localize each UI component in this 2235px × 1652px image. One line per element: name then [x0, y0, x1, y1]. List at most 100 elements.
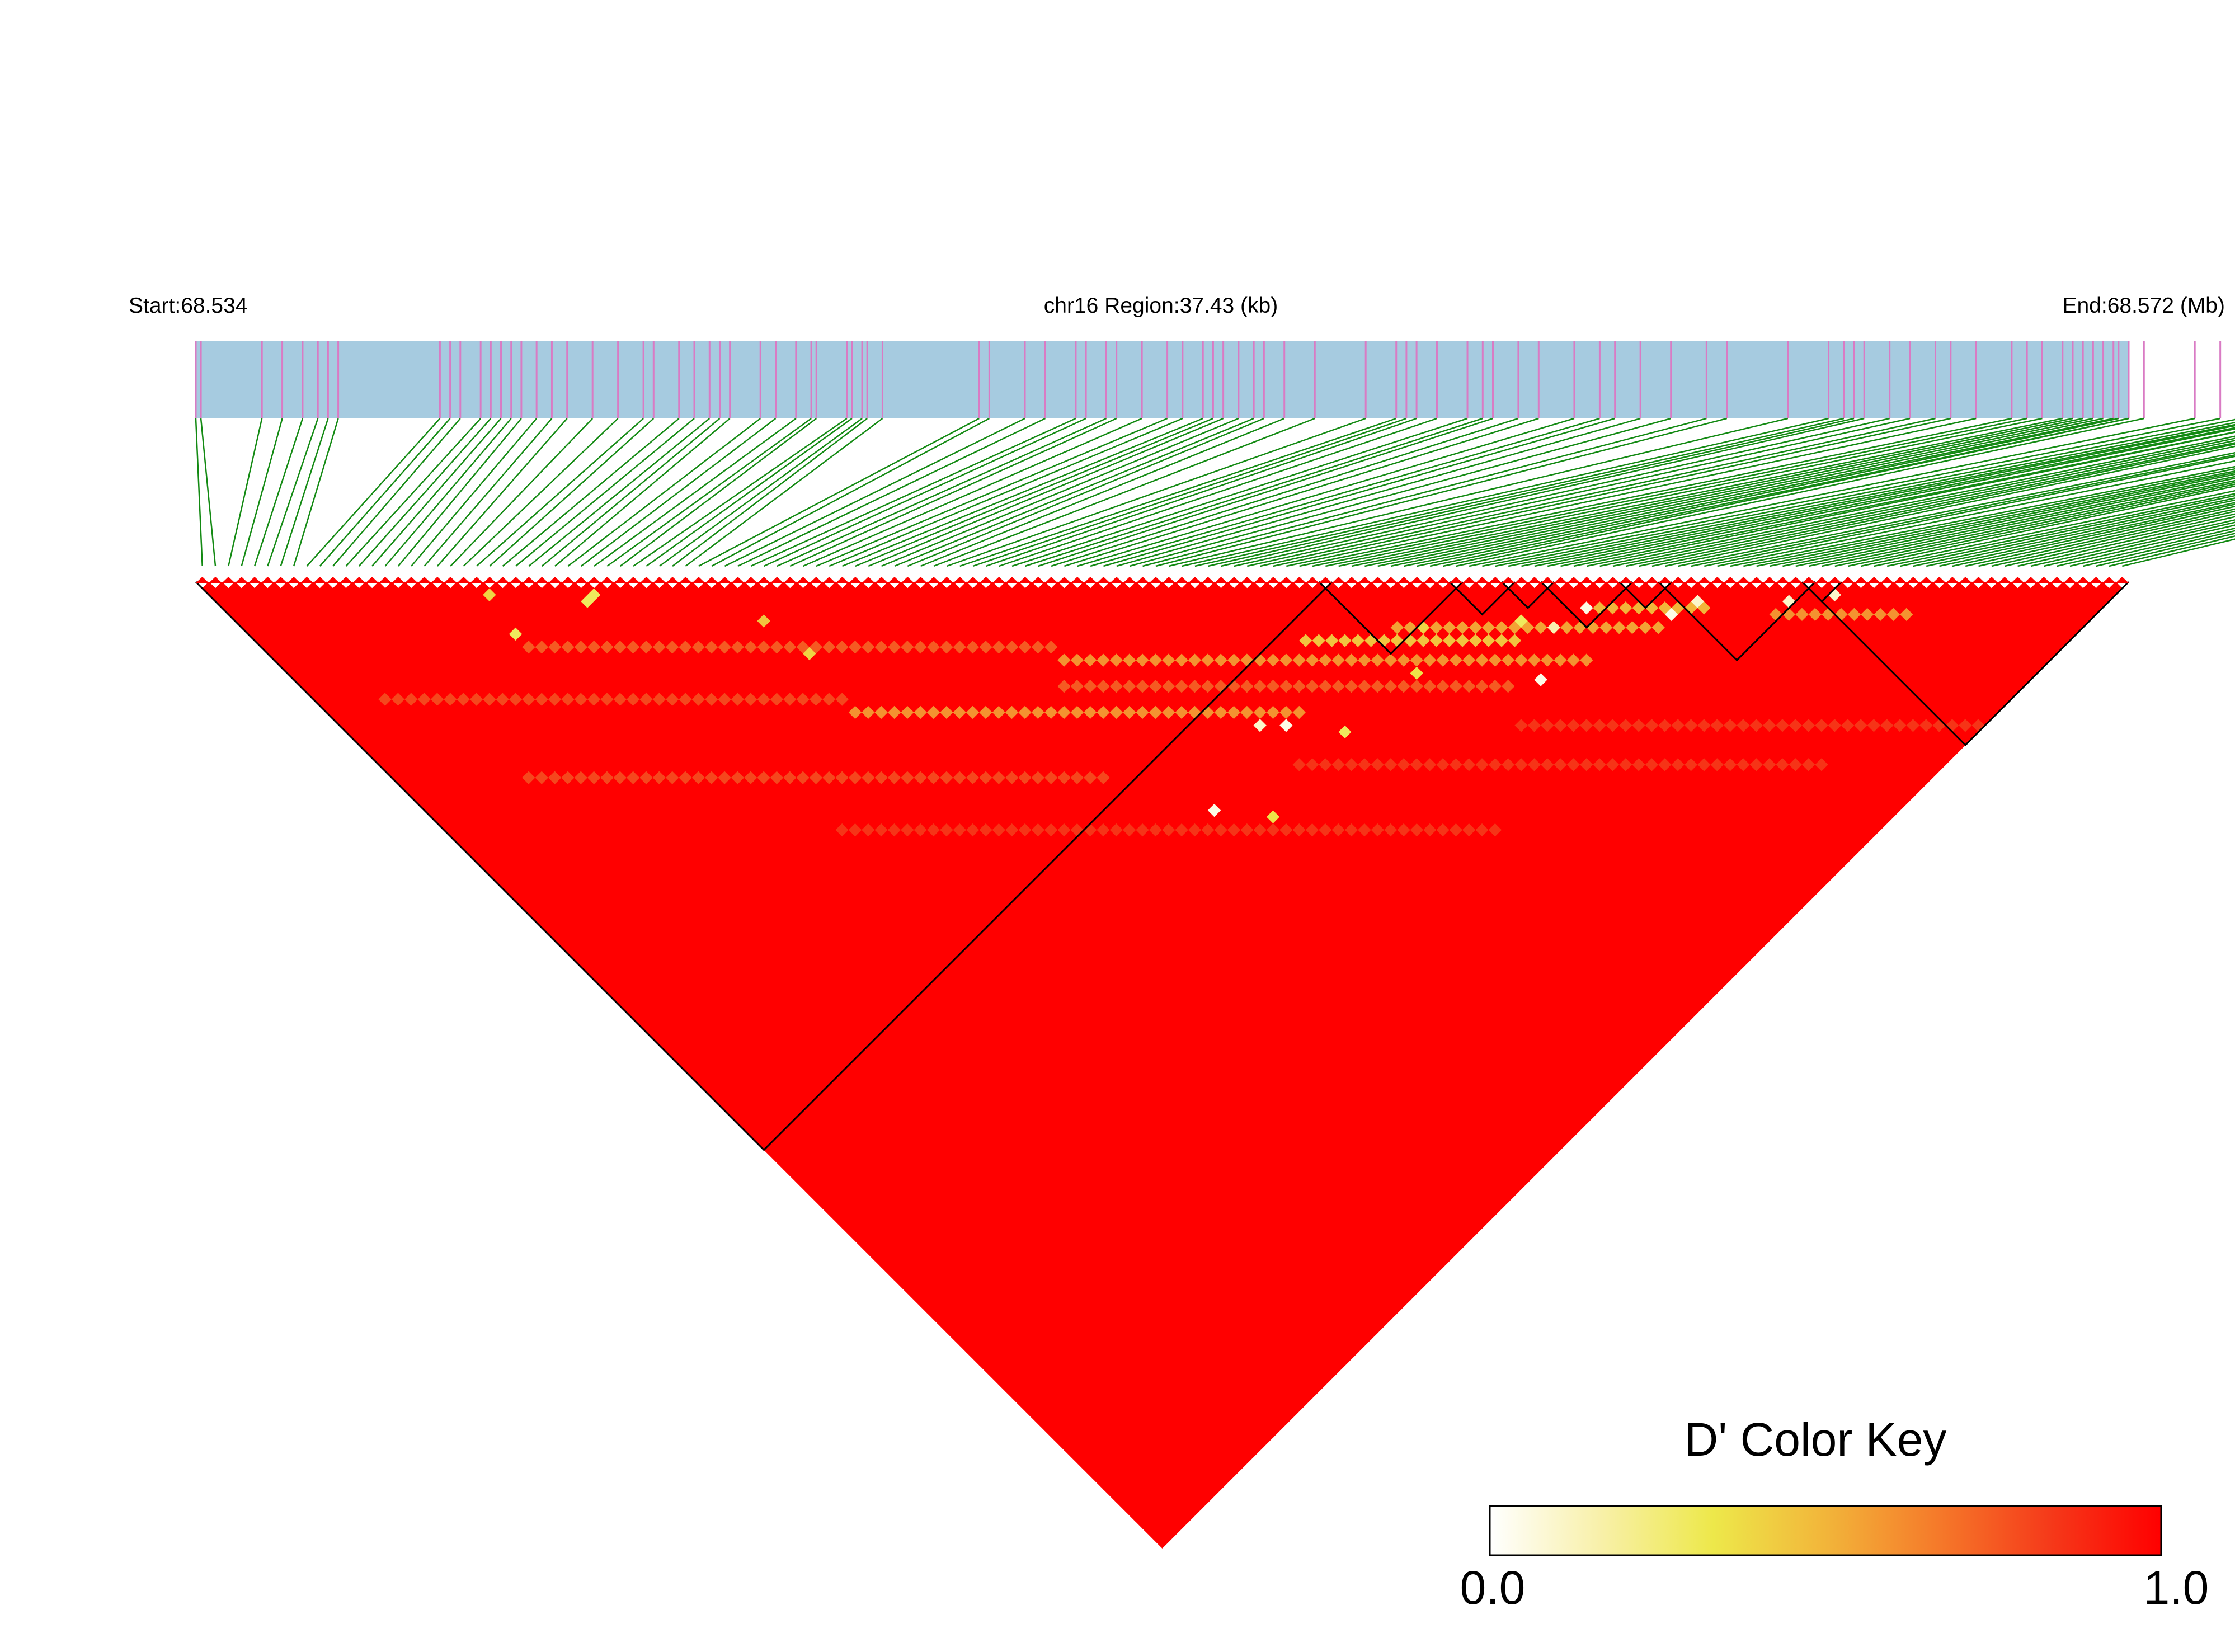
ld-cell [594, 947, 608, 961]
ld-cell [1116, 1482, 1130, 1496]
ld-cell [606, 921, 621, 935]
ld-cell [319, 633, 333, 648]
ld-cell [705, 967, 719, 981]
ld-cell [502, 790, 516, 804]
ld-cell [319, 686, 333, 700]
ld-cell [326, 693, 340, 707]
ld-cell [483, 771, 497, 785]
ld-cell [391, 679, 405, 693]
ld-cell [339, 640, 353, 654]
ld-cell [496, 810, 510, 824]
ld-cell [835, 1136, 849, 1150]
ld-cell [411, 725, 425, 739]
ld-cell [496, 862, 510, 876]
ld-cell [835, 1097, 849, 1111]
ld-cell [848, 1150, 862, 1164]
ld-cell [1162, 1528, 1176, 1542]
ld-cell [1090, 1404, 1104, 1418]
ld-cell [606, 973, 621, 987]
ld-cell [933, 1234, 947, 1248]
ld-cell [1005, 1293, 1019, 1307]
ld-cell [789, 1104, 803, 1118]
ld-cell [326, 640, 340, 654]
ld-cell [764, 1038, 778, 1052]
ld-cell [679, 1006, 693, 1020]
ld-cell [874, 1175, 888, 1189]
ld-cell [764, 1130, 778, 1144]
ld-cell [620, 986, 634, 1000]
ld-cell [502, 803, 516, 817]
ld-cell [483, 745, 497, 759]
ld-cell [411, 777, 425, 791]
ld-cell [789, 1091, 803, 1105]
ld-cell [933, 1312, 947, 1327]
ld-cell [1103, 1470, 1117, 1484]
ld-cell [1018, 1345, 1032, 1359]
ld-cell [496, 784, 510, 798]
ld-cell [489, 764, 503, 778]
ld-cell [502, 816, 516, 830]
ld-cell [391, 653, 405, 667]
ld-cell [339, 601, 353, 615]
ld-cell [502, 843, 516, 856]
ld-cell [502, 855, 516, 869]
ld-cell [633, 960, 647, 974]
ld-cell [489, 830, 503, 844]
ld-cell [424, 790, 438, 804]
ld-cell [633, 973, 647, 987]
ld-cell [946, 1287, 961, 1301]
ld-cell [1018, 1385, 1032, 1399]
ld-cell [789, 1065, 803, 1079]
ld-cell [1031, 1332, 1045, 1347]
ld-cell [313, 588, 327, 602]
ld-cell [933, 1260, 947, 1274]
ld-cell [874, 1241, 888, 1255]
ld-cell [489, 790, 503, 804]
ld-cell [835, 1123, 849, 1137]
ld-cell [946, 1312, 961, 1327]
ld-cell [679, 953, 693, 968]
ld-cell [489, 855, 503, 869]
ld-cell [332, 686, 346, 700]
ld-cell [398, 738, 412, 752]
ld-cell [332, 699, 346, 713]
ld-cell [594, 869, 608, 883]
ld-cell [705, 1032, 719, 1046]
ld-cell [483, 823, 497, 837]
ld-cell [1116, 1443, 1130, 1457]
ld-cell [933, 1248, 947, 1262]
ld-cell [1168, 1482, 1182, 1496]
ld-cell [920, 1221, 934, 1235]
ld-cell [332, 633, 346, 648]
ld-cell [862, 1241, 876, 1255]
ld-cell [1090, 1470, 1104, 1484]
ld-cell [1103, 1417, 1117, 1431]
ld-cell [411, 738, 425, 752]
ld-cell [920, 1182, 934, 1196]
ld-cell [476, 830, 490, 844]
ld-cell [1018, 1332, 1032, 1347]
ld-cell [228, 608, 242, 622]
ld-cell [234, 601, 248, 615]
ld-cell [1168, 1443, 1182, 1457]
ld-cell [319, 673, 333, 687]
ld-cell [1116, 1391, 1130, 1405]
ld-cell [1031, 1410, 1045, 1425]
ld-cell [862, 1215, 876, 1229]
ld-cell [489, 803, 503, 817]
ld-cell [1168, 1456, 1182, 1470]
ld-cell [1103, 1404, 1117, 1418]
ld-cell [764, 1117, 778, 1131]
ld-cell [862, 1189, 876, 1203]
ld-cell [313, 614, 327, 628]
ld-cell [346, 712, 360, 726]
ld-cell [862, 1175, 876, 1189]
ld-cell [307, 581, 321, 595]
ld-cell [633, 921, 647, 935]
ld-cell [606, 908, 621, 922]
ld-cell [1005, 1332, 1019, 1347]
ld-cell [920, 1234, 934, 1248]
ld-cell [1018, 1293, 1032, 1307]
ld-cell [946, 1248, 961, 1262]
